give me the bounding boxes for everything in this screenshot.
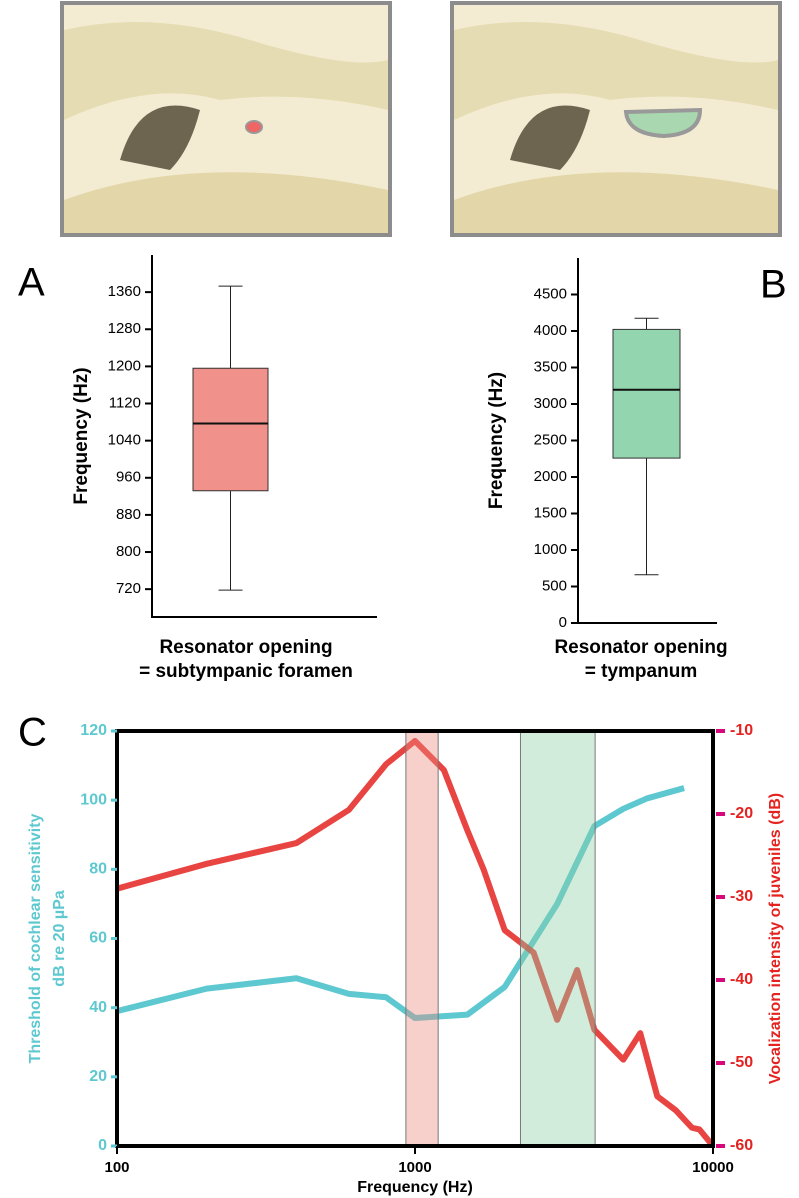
y-axis-label: Frequency (Hz) [486, 372, 507, 509]
frequency-band [519, 730, 596, 1147]
y-tick-label: 3500 [534, 358, 567, 375]
box [192, 367, 269, 492]
frequency-band [405, 730, 439, 1147]
whisker-high [218, 285, 243, 369]
y-tick-label: 2500 [534, 431, 567, 448]
series-line [116, 785, 685, 1022]
y2-tick-label: -50 [730, 1054, 753, 1071]
y-tick-label: 1500 [534, 504, 567, 521]
y-tick-label: 60 [89, 930, 107, 947]
y-tick-label: 4000 [534, 322, 567, 339]
panel-label: B [760, 263, 787, 307]
y-tick-label: 800 [116, 543, 141, 560]
y2-tick-label: -20 [730, 805, 753, 822]
y-tick-label: 80 [89, 861, 107, 878]
whisker-low [634, 458, 659, 576]
box [612, 328, 681, 459]
y-tick-label: 120 [80, 722, 107, 739]
x-axis-label: Frequency (Hz) [357, 1179, 473, 1196]
render-image-left [60, 1, 392, 237]
y-axis-label: Threshold of cochlear sensitivity [27, 813, 44, 1063]
x-axis-label: = tympanum [585, 661, 697, 682]
y-tick-label: 1040 [108, 432, 141, 449]
y-tick-label: 1360 [108, 283, 141, 300]
x-tick-label: 1000 [398, 1159, 431, 1176]
x-axis-label: = subtympanic foramen [139, 661, 353, 682]
y-tick-label: 0 [559, 614, 567, 631]
y-tick-label: 960 [116, 469, 141, 486]
y-tick-label: 1200 [108, 357, 141, 374]
y2-tick-label: -30 [730, 888, 753, 905]
y-tick-label: 880 [116, 506, 141, 523]
y-tick-label: 2000 [534, 468, 567, 485]
y-axis-label: Frequency (Hz) [71, 367, 92, 504]
y-tick-label: 0 [98, 1137, 107, 1154]
y2-tick-label: -40 [730, 971, 753, 988]
y2-tick-label: -10 [730, 722, 753, 739]
x-axis-label: Resonator opening [159, 637, 332, 658]
y2-axis-label: Vocalization intensity of juveniles (dB) [767, 793, 784, 1084]
y-tick-label: 500 [542, 577, 567, 594]
x-axis-label: Resonator opening [554, 637, 727, 658]
y-tick-label: 3000 [534, 395, 567, 412]
y-tick-label: 1120 [109, 394, 141, 411]
x-tick-label: 10000 [692, 1159, 734, 1176]
panel-label: C [18, 711, 47, 755]
whisker-high [634, 317, 659, 330]
y-tick-label: 40 [89, 999, 107, 1016]
render-image-right [450, 1, 782, 237]
y-tick-label: 1000 [534, 541, 567, 558]
y-axis-label: dB re 20 µPa [51, 890, 68, 986]
y-tick-label: 100 [80, 791, 107, 808]
y-tick-label: 20 [89, 1068, 107, 1085]
series-line [116, 737, 716, 1148]
y-tick-label: 720 [116, 580, 141, 597]
x-tick-label: 100 [104, 1159, 129, 1176]
panel-label: A [18, 261, 45, 305]
whisker-low [218, 490, 243, 591]
y-tick-label: 1280 [108, 320, 141, 337]
y-tick-label: 4500 [534, 285, 567, 302]
y2-tick-label: -60 [730, 1137, 753, 1154]
